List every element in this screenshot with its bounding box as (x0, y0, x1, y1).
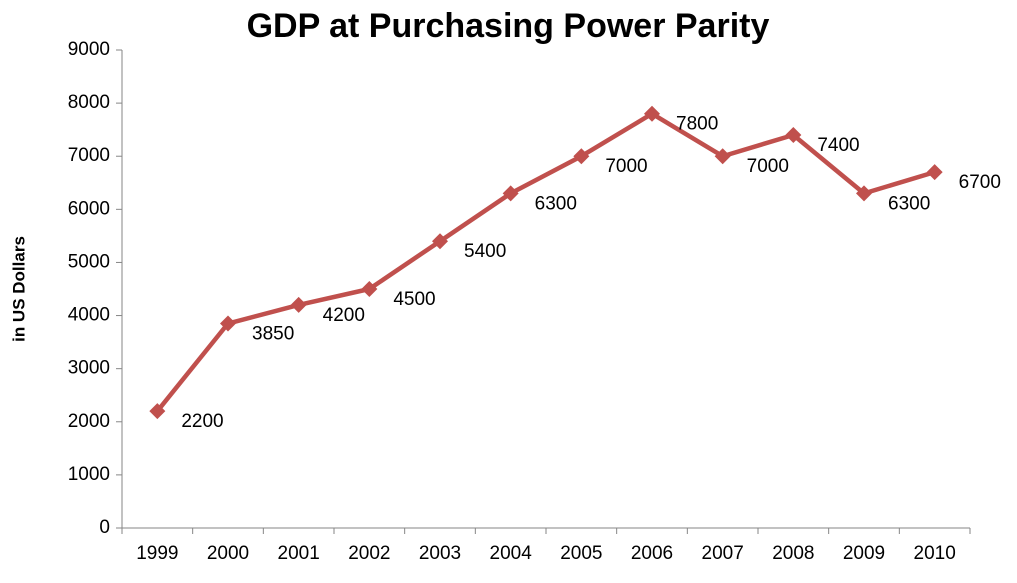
series-line (155, 111, 936, 413)
data-point (432, 233, 448, 250)
data-point (926, 164, 943, 181)
x-tick-label: 2007 (702, 543, 744, 564)
x-tick-label: 2005 (560, 543, 602, 564)
data-label: 5400 (464, 241, 506, 262)
x-tick-label: 2000 (207, 543, 249, 564)
data-point (856, 185, 872, 202)
x-tick-label: 2004 (490, 543, 533, 564)
y-tick-label: 9000 (68, 39, 110, 60)
y-tick-label: 8000 (68, 92, 110, 113)
y-tick-label: 2000 (68, 411, 110, 432)
data-label: 4200 (323, 305, 365, 326)
y-tick-label: 6000 (68, 198, 110, 219)
data-point (502, 185, 519, 202)
y-tick-label: 3000 (68, 358, 110, 379)
data-point (785, 126, 802, 143)
data-point (644, 105, 660, 122)
data-label: 6700 (959, 172, 1001, 193)
y-tick-label: 4000 (68, 305, 110, 326)
data-label: 4500 (393, 289, 435, 310)
data-label: 7800 (676, 114, 718, 135)
data-point (361, 281, 378, 297)
x-tick-label: 2008 (772, 543, 814, 564)
y-tick-label: 1000 (68, 464, 110, 485)
data-label: 6300 (888, 193, 930, 214)
data-point (290, 296, 307, 313)
data-point (573, 148, 590, 165)
data-label: 3850 (252, 324, 294, 345)
x-tick-label: 2003 (419, 543, 461, 564)
x-tick-label: 2009 (843, 543, 885, 564)
data-label: 7000 (747, 156, 789, 177)
y-tick-label: 5000 (68, 251, 110, 272)
y-axis-label: in US Dollars (9, 236, 28, 342)
data-point (714, 148, 731, 165)
x-tick-label: 1999 (136, 543, 178, 564)
y-tick-label: 7000 (68, 145, 110, 166)
data-label: 7000 (605, 156, 647, 177)
y-tick-label: 0 (99, 517, 110, 538)
x-tick-label: 2001 (278, 543, 320, 564)
data-label: 6300 (535, 193, 577, 214)
data-label: 7400 (817, 135, 859, 156)
data-label: 2200 (181, 411, 223, 432)
data-point (220, 315, 236, 332)
data-point (149, 403, 166, 420)
x-tick-label: 2006 (631, 543, 673, 564)
x-tick-label: 2010 (914, 543, 956, 564)
x-tick-label: 2002 (348, 543, 390, 564)
chart-title: GDP at Purchasing Power Parity (247, 7, 770, 45)
